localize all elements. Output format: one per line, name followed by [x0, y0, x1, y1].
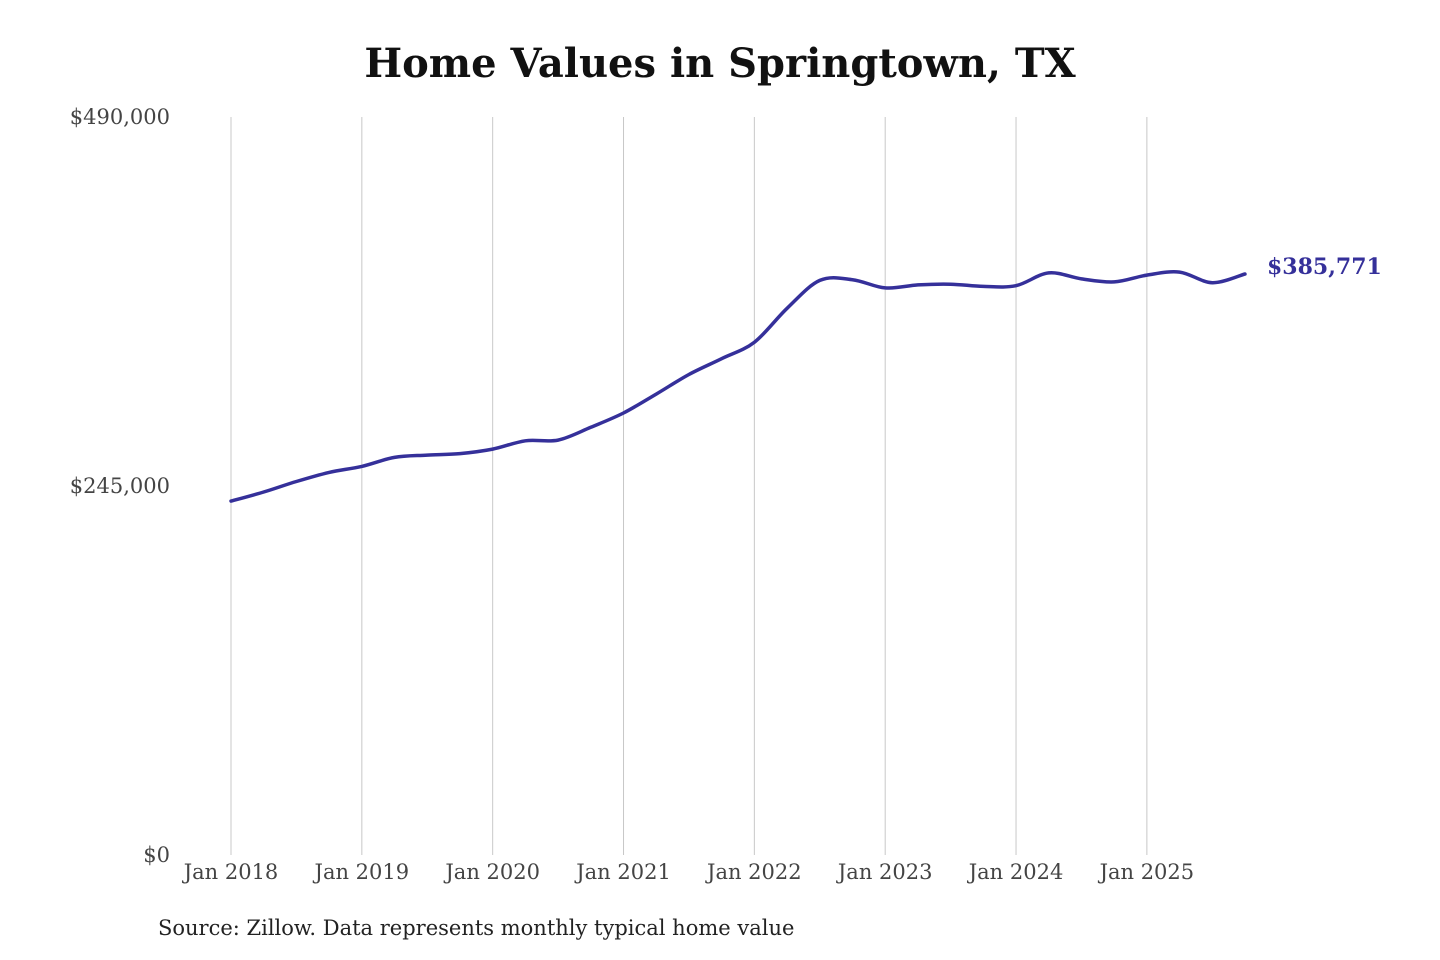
end-value-label: $385,771	[1267, 254, 1382, 280]
x-axis-labels: Jan 2018 Jan 2019 Jan 2020 Jan 2021 Jan 2022…	[182, 860, 1194, 884]
annotations: $385,771	[1267, 254, 1382, 280]
x-tick-label: Jan 2019	[313, 860, 410, 884]
x-tick-label: Jan 2018	[182, 860, 279, 884]
y-axis-labels: $0 $245,000 $490,000	[70, 105, 170, 867]
y-tick-label: $490,000	[70, 105, 170, 129]
source-note: Source: Zillow. Data represents monthly …	[158, 916, 795, 940]
x-tick-label: Jan 2021	[574, 860, 671, 884]
series-layer	[229, 270, 1247, 503]
series-line	[229, 270, 1247, 503]
x-tick-label: Jan 2024	[967, 860, 1064, 884]
x-tick-label: Jan 2022	[705, 860, 802, 884]
y-tick-label: $0	[143, 843, 170, 867]
gridlines	[230, 117, 1148, 855]
x-tick-label: Jan 2025	[1098, 860, 1195, 884]
y-tick-label: $245,000	[70, 474, 170, 498]
x-tick-label: Jan 2020	[443, 860, 540, 884]
x-tick-label: Jan 2023	[836, 860, 933, 884]
chart-title: Home Values in Springtown, TX	[364, 40, 1076, 87]
